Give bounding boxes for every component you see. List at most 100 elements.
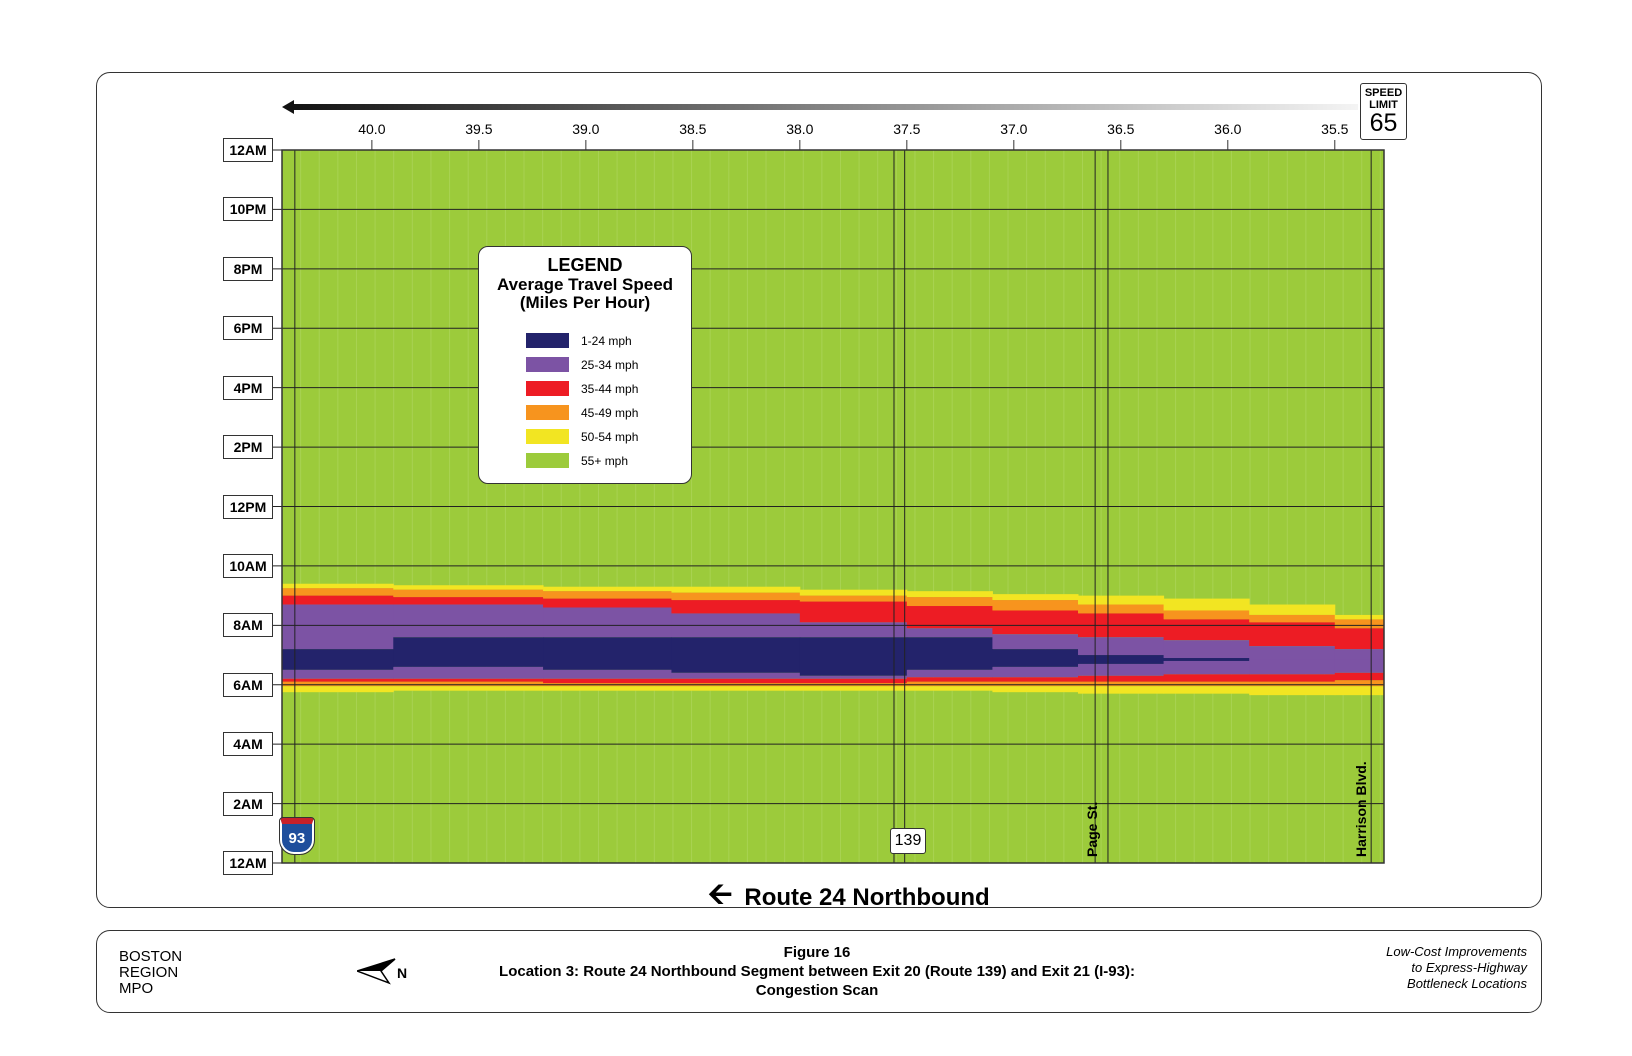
report-line: Low-Cost Improvements — [1386, 944, 1527, 959]
speed-band-35-44-mph — [1249, 674, 1336, 682]
legend-item: 45-49 mph — [526, 405, 638, 420]
speed-band-35-44-mph — [282, 595, 394, 605]
legend-label: 55+ mph — [581, 453, 629, 468]
x-tick-label: 38.0 — [786, 121, 814, 137]
street-label: Page St. — [1084, 801, 1100, 857]
x-tick-label: 36.5 — [1107, 121, 1135, 137]
legend-swatch — [526, 333, 569, 348]
speed-band-50-54-mph — [906, 591, 993, 598]
speed-band-25-34-mph — [393, 666, 544, 679]
speed-band-25-34-mph — [906, 628, 993, 638]
speed-band-50-54-mph — [543, 586, 672, 592]
time-label: 10AM — [223, 553, 273, 578]
speed-sign-line2: LIMIT — [1369, 99, 1398, 111]
speed-band-45-49-mph — [1334, 680, 1385, 687]
speed-band-25-34-mph — [992, 634, 1079, 650]
speed-sign-value: 65 — [1369, 109, 1398, 137]
report-title: Low-Cost Improvements to Express-Highway… — [1386, 944, 1527, 992]
speed-band-35-44-mph — [1078, 675, 1165, 682]
speed-band-1-24-mph — [393, 637, 544, 667]
plot-border — [281, 149, 1385, 864]
org-name: BOSTON REGION MPO — [119, 949, 182, 997]
speed-band-35-44-mph — [543, 678, 672, 684]
x-tick-label: 39.0 — [572, 121, 600, 137]
speed-band-25-34-mph — [282, 604, 394, 650]
speed-band-1-24-mph — [543, 637, 672, 670]
speed-band-45-49-mph — [906, 597, 993, 607]
x-tick-label: 40.0 — [358, 121, 386, 137]
speed-band-50-54-mph — [1249, 686, 1336, 696]
legend-title: LEGEND — [547, 255, 623, 275]
figure-frame — [96, 72, 1542, 908]
speed-band-35-44-mph — [671, 678, 801, 684]
speed-band-1-24-mph — [282, 649, 394, 670]
speed-band-1-24-mph — [799, 637, 908, 676]
street-label: Harrison Blvd. — [1353, 761, 1369, 857]
speed-band-25-34-mph — [1163, 640, 1250, 659]
speed-band-35-44-mph — [1334, 672, 1385, 681]
speed-band-50-54-mph — [1163, 686, 1250, 694]
speed-band-45-49-mph — [393, 681, 544, 687]
time-label: 4PM — [223, 375, 273, 400]
x-tick-label: 35.5 — [1321, 121, 1349, 137]
time-label: 8AM — [223, 613, 273, 638]
speed-band-35-44-mph — [906, 677, 993, 682]
speed-band-35-44-mph — [1249, 622, 1336, 647]
speed-band-25-34-mph — [1334, 649, 1385, 660]
speed-band-45-49-mph — [799, 595, 908, 602]
legend-item: 25-34 mph — [526, 357, 638, 372]
speed-band-45-49-mph — [282, 681, 394, 687]
legend-item: 1-24 mph — [526, 333, 632, 348]
legend: LEGEND Average Travel Speed (Miles Per H… — [478, 246, 692, 484]
route-label: Route 24 Northbound — [744, 883, 990, 911]
legend-label: 45-49 mph — [581, 405, 639, 420]
time-label: 10PM — [223, 197, 273, 222]
legend-subtitle: Average Travel Speed — [496, 275, 674, 294]
caption-line1: Location 3: Route 24 Northbound Segment … — [499, 963, 1135, 980]
speed-band-45-49-mph — [1078, 681, 1165, 687]
legend-label: 1-24 mph — [581, 333, 632, 348]
speed-band-35-44-mph — [282, 678, 394, 682]
speed-band-50-54-mph — [1334, 614, 1385, 620]
speed-band-35-44-mph — [992, 610, 1079, 635]
legend-item: 50-54 mph — [526, 429, 638, 444]
speed-band-25-34-mph — [393, 604, 544, 638]
speed-band-50-54-mph — [1078, 686, 1165, 694]
x-tick-label: 37.0 — [1000, 121, 1028, 137]
speed-band-35-44-mph — [393, 597, 544, 605]
direction-arrow — [282, 100, 1358, 114]
legend-swatch — [526, 429, 569, 444]
speed-band-25-34-mph — [1078, 637, 1165, 656]
speed-band-50-54-mph — [992, 686, 1079, 693]
legend-label: 35-44 mph — [581, 381, 639, 396]
speed-band-35-44-mph — [799, 678, 908, 684]
speed-band-35-44-mph — [671, 600, 801, 614]
speed-band-45-49-mph — [543, 591, 672, 599]
speed-band-35-44-mph — [992, 677, 1079, 682]
legend-swatch — [526, 453, 569, 468]
time-label: 12PM — [223, 494, 273, 519]
north-arrow-icon: N — [357, 958, 407, 985]
speed-band-45-49-mph — [282, 588, 394, 596]
legend-swatch — [526, 405, 569, 420]
x-axis-title: 🡨 Route 24 Northbound — [708, 872, 990, 923]
caption-line2: Congestion Scan — [755, 982, 879, 999]
legend-swatch — [526, 381, 569, 396]
time-label: 12AM — [223, 851, 273, 875]
speed-band-50-54-mph — [393, 686, 544, 691]
time-label: 2AM — [223, 791, 273, 816]
speed-band-1-24-mph — [906, 637, 993, 670]
speed-band-50-54-mph — [671, 686, 801, 691]
legend-swatch — [526, 357, 569, 372]
speed-band-25-34-mph — [543, 669, 672, 679]
speed-band-45-49-mph — [992, 681, 1079, 687]
speed-band-25-34-mph — [543, 607, 672, 638]
org-line: REGION — [119, 964, 179, 981]
speed-band-25-34-mph — [671, 672, 801, 679]
speed-band-35-44-mph — [799, 601, 908, 623]
speed-band-50-54-mph — [671, 586, 801, 593]
speed-band-25-34-mph — [799, 622, 908, 638]
report-line: Bottleneck Locations — [1407, 976, 1527, 991]
speed-band-25-34-mph — [1163, 660, 1250, 675]
time-label: 6PM — [223, 316, 273, 341]
